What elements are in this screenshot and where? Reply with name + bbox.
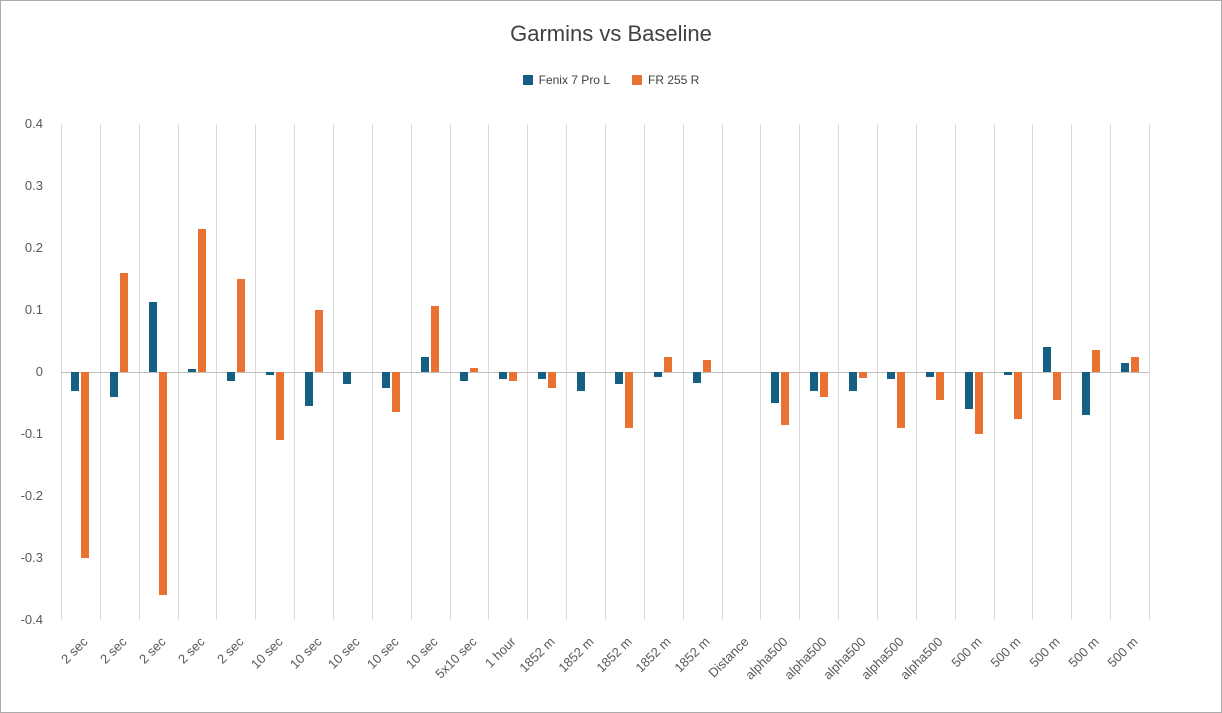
bar-fenix-7-pro-l-13: [576, 372, 585, 391]
bar-fenix-7-pro-l-1: [110, 372, 119, 397]
legend-swatch: [522, 75, 533, 85]
bar-fenix-7-pro-l-2: [149, 301, 158, 372]
chart-title: Garmins vs Baseline: [510, 21, 712, 46]
bar-fr-255-r-10: [470, 367, 478, 372]
y-tick-label: 0.1: [24, 302, 43, 317]
bar-fenix-7-pro-l-26: [1081, 372, 1090, 416]
bar-fr-255-r-4: [236, 279, 245, 372]
bar-fr-255-r-2: [159, 372, 168, 596]
bar-fenix-7-pro-l-8: [382, 372, 391, 388]
bar-fr-255-r-12: [547, 372, 556, 388]
legend-label: FR 255 R: [648, 73, 700, 87]
x-axis: 2 sec 2 sec 2 sec 2 sec 2 sec 10 sec 10 sec 10 …: [58, 626, 1149, 711]
bar-fr-255-r-14: [625, 372, 634, 428]
y-axis: 0.4 0.3 0.2 0.1 0 -0.1 -0.2 -0.3 -0.4: [1, 116, 49, 627]
legend-item: FR 255 R: [632, 73, 699, 87]
bar-fr-255-r-25: [1052, 372, 1061, 400]
bar-fenix-7-pro-l-25: [1042, 347, 1051, 372]
bar-fenix-7-pro-l-5: [265, 372, 274, 376]
bar-fenix-7-pro-l-21: [887, 372, 896, 380]
bar-fr-255-r-5: [275, 372, 284, 441]
bar-fr-255-r-15: [664, 356, 673, 372]
bar-fenix-7-pro-l-24: [1004, 372, 1012, 376]
bar-fr-255-r-23: [975, 372, 984, 434]
bar-fr-255-r-24: [1014, 372, 1022, 419]
y-tick-label: 0.3: [24, 178, 43, 193]
bar-fenix-7-pro-l-23: [965, 372, 974, 410]
bar-fr-255-r-8: [392, 372, 401, 413]
bar-fenix-7-pro-l-3: [188, 368, 196, 372]
bar-fenix-7-pro-l-19: [809, 372, 818, 391]
legend-label: Fenix 7 Pro L: [538, 73, 610, 87]
bar-fenix-7-pro-l-6: [304, 372, 313, 407]
bar-fenix-7-pro-l-7: [343, 372, 352, 385]
y-tick-label: 0: [35, 364, 43, 379]
y-tick-label: -0.3: [20, 550, 43, 565]
bar-fenix-7-pro-l-27: [1120, 362, 1129, 372]
bar-fenix-7-pro-l-0: [71, 372, 80, 391]
bar-fenix-7-pro-l-4: [226, 372, 235, 382]
bar-fenix-7-pro-l-16: [693, 372, 702, 384]
y-tick-label: -0.4: [20, 612, 43, 627]
bar-fr-255-r-9: [431, 305, 440, 372]
bar-fr-255-r-22: [936, 372, 945, 400]
bar-fenix-7-pro-l-22: [926, 372, 935, 377]
bar-fr-255-r-26: [1091, 350, 1100, 372]
bar-fenix-7-pro-l-18: [770, 372, 779, 403]
legend: Fenix 7 Pro L FR 255 R: [1, 73, 1221, 87]
bar-fr-255-r-0: [81, 372, 90, 558]
bar-fenix-7-pro-l-11: [498, 372, 507, 380]
bar-fr-255-r-20: [858, 372, 867, 379]
gridline: [1149, 124, 1150, 620]
bar-fr-255-r-16: [703, 359, 712, 372]
bar-fr-255-r-27: [1130, 356, 1139, 372]
bar-fr-255-r-11: [508, 372, 517, 382]
bar-fenix-7-pro-l-15: [654, 372, 663, 377]
bar-fr-255-r-21: [897, 372, 906, 428]
legend-item: Fenix 7 Pro L: [522, 73, 610, 87]
y-tick-label: -0.2: [20, 488, 43, 503]
bar-fenix-7-pro-l-12: [537, 372, 546, 380]
plot-area: [61, 124, 1150, 620]
bar-fr-255-r-18: [780, 372, 789, 425]
y-tick-label: -0.1: [20, 426, 43, 441]
bar-fr-255-r-1: [120, 272, 129, 372]
y-tick-label: 0.2: [24, 240, 43, 255]
bar-fenix-7-pro-l-10: [460, 372, 468, 382]
legend-swatch: [632, 75, 642, 85]
zero-axis-line: [61, 372, 1149, 373]
bar-fr-255-r-3: [198, 229, 206, 372]
bar-fr-255-r-19: [819, 372, 828, 397]
bar-fr-255-r-6: [314, 310, 323, 372]
y-tick-label: 0.4: [24, 116, 43, 131]
bar-fenix-7-pro-l-9: [421, 356, 430, 372]
bar-fenix-7-pro-l-20: [848, 372, 857, 391]
bar-fenix-7-pro-l-14: [615, 372, 624, 385]
x-tick-label: 2 sec: [58, 634, 92, 667]
